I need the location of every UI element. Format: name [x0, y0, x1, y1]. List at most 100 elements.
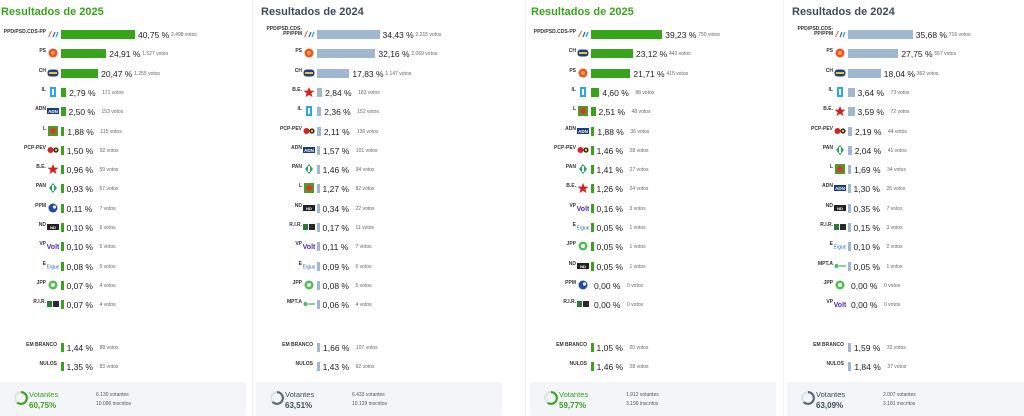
result-bar — [61, 49, 107, 59]
rir-logo-icon — [303, 222, 315, 232]
result-bar — [591, 223, 594, 232]
percentage-value: 0,16 % — [596, 203, 623, 214]
party-row: JPP 0,05 % 1 votos — [530, 241, 778, 253]
party-name: ADN — [822, 183, 833, 190]
percentage-value: 1,50 % — [66, 145, 94, 156]
adn-logo-icon: ADN — [834, 183, 846, 193]
jpp-logo-icon — [47, 280, 59, 290]
result-bar — [61, 300, 64, 310]
party-row: PPM 0,11 % 7 votos — [0, 203, 248, 215]
ad-logo-icon — [834, 29, 846, 39]
votes-count: 3 votos — [886, 225, 903, 231]
registered-count: 3.181 inscritos — [883, 401, 916, 407]
percentage-value: 1,59 % — [853, 343, 881, 353]
votes-count: 1.255 votos — [134, 70, 161, 77]
result-bar — [848, 107, 855, 117]
percentage-value: 0,10 % — [66, 223, 93, 233]
percentage-value: 2,19 % — [854, 126, 882, 137]
party-row: R.I.R. 0,00 % 0 votos — [530, 299, 778, 311]
result-bar — [591, 242, 594, 252]
registered-count: 10.129 inscritos — [352, 401, 388, 407]
il-logo-icon — [303, 106, 315, 117]
ps-logo-icon — [834, 48, 846, 58]
percentage-value: 32,16 % — [378, 49, 410, 60]
svg-text:Volt: Volt — [834, 302, 846, 309]
votes-count: 82 votos — [355, 186, 375, 193]
party-row: EErgue 0,09 % 6 votos — [256, 261, 504, 273]
percentage-value: 1,43 % — [322, 362, 350, 372]
results-panel: Resultados de 2024 PPD/PSD.CDS-PP/PPM 34,4… — [256, 0, 504, 416]
votes-count: 362 votos — [916, 70, 939, 77]
votes-count: 41 votos — [887, 147, 907, 154]
pcp-logo-icon — [577, 145, 589, 155]
result-bar — [591, 126, 595, 136]
party-row: ADN ADN 1,57 % 101 votos — [256, 145, 504, 157]
turnout-label: Votantes — [285, 390, 315, 399]
party-row: VP Volt 0,00 % 0 votos — [787, 299, 1024, 311]
result-bar — [591, 184, 594, 194]
percentage-value: 0,05 % — [596, 242, 623, 253]
result-bar — [848, 165, 852, 175]
turnout-footer: Votantes 63,51% 6.433 votantes 10.129 inscr… — [256, 382, 502, 416]
party-name: PCP-PEV — [24, 144, 46, 151]
party-name: MPT.A — [287, 299, 302, 306]
percentage-value: 3,59 % — [857, 107, 884, 118]
nd-logo-icon: ND — [834, 203, 846, 213]
voters-count: 6.433 votantes — [352, 392, 385, 398]
extra-row: NULOS 1,46 % 28 votos — [530, 361, 778, 373]
party-name: E — [298, 260, 302, 267]
party-name: ND — [825, 202, 833, 209]
party-row: PPD/PSD.CDS-PP 39,23 % 750 votos — [530, 29, 778, 41]
svg-text:Volt: Volt — [577, 206, 589, 213]
result-bar — [61, 261, 64, 271]
result-bar — [317, 165, 320, 175]
panel-divider — [783, 0, 784, 416]
registered-count: 3.199 inscritos — [626, 401, 659, 407]
percentage-value: 0,00 % — [594, 300, 621, 311]
party-name: JPP — [566, 241, 576, 248]
votes-count: 1.147 votos — [385, 70, 412, 77]
party-row: PCP-PEV 2,11 % 136 votos — [256, 126, 504, 138]
percentage-value: 1,88 % — [67, 126, 94, 137]
party-name: NULOS — [295, 361, 314, 367]
votes-count: 171 votos — [102, 89, 124, 96]
voters-count: 2.007 votantes — [883, 392, 916, 398]
result-bar — [848, 145, 852, 155]
percentage-value: 2,79 % — [69, 87, 96, 98]
party-name: E — [572, 222, 576, 228]
nd-logo-icon: ND — [577, 261, 589, 271]
party-row: MPT.A 0,06 % 4 votos — [256, 299, 504, 311]
party-name: PS — [569, 67, 576, 74]
party-name: PCP-PEV — [554, 144, 576, 151]
percentage-value: 1,27 % — [322, 184, 349, 195]
party-row: VP Volt 0,16 % 3 votos — [530, 203, 778, 215]
turnout-percentage: 63,09% — [816, 401, 844, 410]
voters-count: 1.912 votantes — [626, 392, 659, 398]
percentage-value: 0,35 % — [853, 203, 880, 214]
result-bar — [591, 203, 594, 213]
result-bar — [317, 223, 320, 232]
percentage-value: 0,10 % — [66, 242, 93, 253]
party-row: R.I.R. 0,07 % 4 votos — [0, 299, 248, 311]
party-name: VP — [295, 241, 302, 248]
party-row: R.I.R. 0,15 % 3 votos — [787, 222, 1024, 234]
votes-count: 716 votos — [948, 32, 971, 38]
l-logo-icon — [303, 183, 315, 194]
result-bar — [591, 362, 594, 371]
results-panel: Resultados de 2024 PPD/PSD.CDS-PP/PPM 35,6… — [787, 0, 1024, 416]
percentage-value: 1,84 % — [854, 362, 881, 372]
votes-count: 59 votos — [99, 167, 119, 174]
party-name: R.I.R. — [563, 299, 576, 306]
party-name: PPM — [565, 279, 576, 286]
adn-logo-icon: ADN — [577, 126, 589, 136]
pan-logo-icon — [577, 164, 589, 175]
percentage-value: 1,44 % — [66, 343, 94, 353]
party-name: ADN — [565, 125, 576, 132]
party-name: B.E. — [36, 164, 46, 171]
party-name: ND — [568, 260, 576, 267]
party-row: B.E. 3,59 % 72 votos — [787, 106, 1024, 118]
percentage-value: 0,11 % — [322, 242, 349, 253]
vp-logo-icon: Volt — [834, 299, 846, 309]
party-name: E — [829, 241, 833, 248]
percentage-value: 17,83 % — [352, 68, 384, 79]
